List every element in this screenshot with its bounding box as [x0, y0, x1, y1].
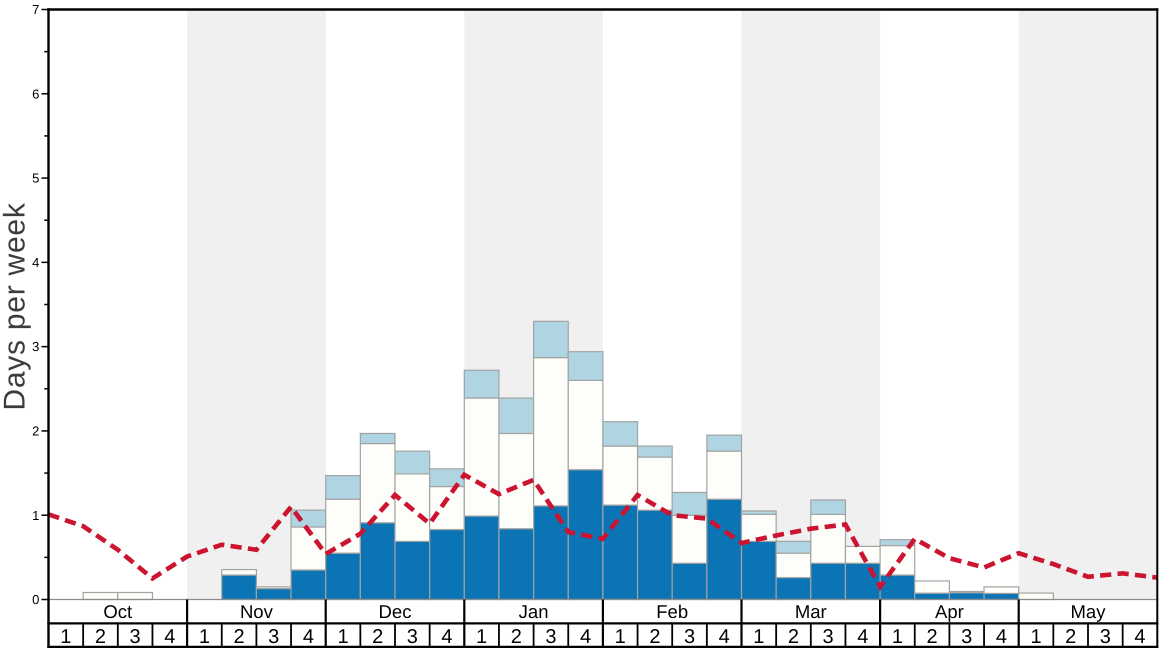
svg-text:1: 1: [32, 508, 39, 523]
svg-text:Apr: Apr: [935, 601, 964, 622]
svg-text:May: May: [1071, 601, 1107, 622]
svg-text:Jan: Jan: [519, 601, 549, 622]
svg-text:2: 2: [234, 626, 245, 648]
svg-text:4: 4: [857, 626, 868, 648]
svg-text:1: 1: [753, 626, 764, 648]
svg-text:1: 1: [337, 626, 348, 648]
svg-text:3: 3: [823, 626, 834, 648]
svg-text:Days per week: Days per week: [0, 202, 32, 410]
svg-text:Feb: Feb: [656, 601, 688, 622]
svg-text:Nov: Nov: [240, 601, 274, 622]
svg-text:Oct: Oct: [103, 601, 132, 622]
svg-text:1: 1: [476, 626, 487, 648]
svg-text:4: 4: [719, 626, 730, 648]
svg-text:0: 0: [32, 592, 39, 607]
svg-text:2: 2: [372, 626, 383, 648]
svg-text:Mar: Mar: [795, 601, 827, 622]
svg-text:4: 4: [303, 626, 314, 648]
svg-text:6: 6: [32, 86, 39, 101]
svg-text:3: 3: [407, 626, 418, 648]
svg-text:4: 4: [1134, 626, 1145, 648]
svg-text:3: 3: [32, 339, 39, 354]
svg-text:2: 2: [511, 626, 522, 648]
svg-text:2: 2: [649, 626, 660, 648]
svg-text:3: 3: [268, 626, 279, 648]
svg-text:5: 5: [32, 171, 39, 186]
svg-text:3: 3: [684, 626, 695, 648]
svg-text:1: 1: [199, 626, 210, 648]
svg-text:4: 4: [441, 626, 452, 648]
svg-text:4: 4: [32, 255, 39, 270]
svg-text:2: 2: [95, 626, 106, 648]
svg-text:1: 1: [60, 626, 71, 648]
svg-text:Dec: Dec: [379, 601, 412, 622]
svg-text:3: 3: [1100, 626, 1111, 648]
svg-text:1: 1: [1030, 626, 1041, 648]
svg-text:2: 2: [1065, 626, 1076, 648]
svg-text:4: 4: [996, 626, 1007, 648]
svg-text:1: 1: [892, 626, 903, 648]
svg-text:1: 1: [615, 626, 626, 648]
svg-text:3: 3: [545, 626, 556, 648]
svg-text:4: 4: [580, 626, 591, 648]
svg-text:2: 2: [788, 626, 799, 648]
svg-text:3: 3: [130, 626, 141, 648]
svg-text:2: 2: [927, 626, 938, 648]
svg-text:7: 7: [32, 2, 39, 17]
svg-text:4: 4: [164, 626, 175, 648]
svg-text:3: 3: [961, 626, 972, 648]
svg-text:2: 2: [32, 424, 39, 439]
